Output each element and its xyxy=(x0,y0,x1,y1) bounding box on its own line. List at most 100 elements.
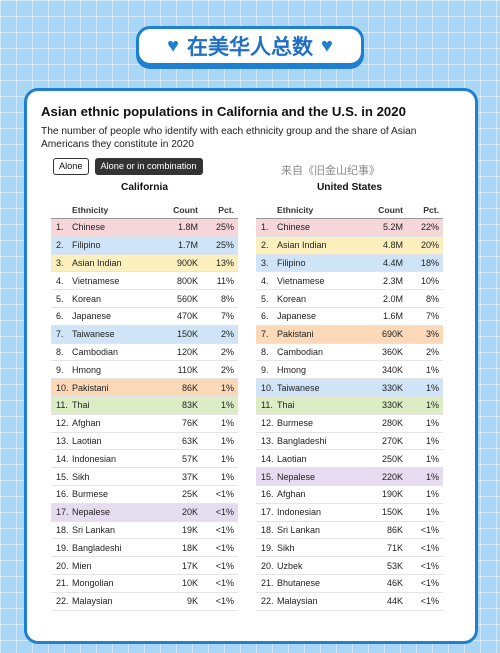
ethnicity-cell: Thai xyxy=(72,400,90,411)
pct-cell: 8% xyxy=(425,293,439,304)
rank-cell: 20. xyxy=(56,560,69,571)
pct-cell: 1% xyxy=(220,471,234,482)
pct-cell: 1% xyxy=(220,435,234,446)
rank-cell: 2. xyxy=(56,240,64,251)
table-row: 1. Chinese 1.8M 25% xyxy=(51,219,238,237)
count-cell: 900K xyxy=(176,257,198,268)
rank-cell: 5. xyxy=(56,293,64,304)
count-cell: 150K xyxy=(381,507,403,518)
count-cell: 4.8M xyxy=(382,240,403,251)
count-cell: 57K xyxy=(181,453,198,464)
rank-cell: 22. xyxy=(56,596,69,607)
pct-cell: 25% xyxy=(215,240,234,251)
table-row: 18. Sri Lankan 19K <1% xyxy=(51,522,238,540)
rank-cell: 8. xyxy=(261,346,269,357)
count-cell: 190K xyxy=(381,489,403,500)
ethnicity-cell: Thai xyxy=(277,400,295,411)
pct-cell: 1% xyxy=(425,435,439,446)
count-cell: 71K xyxy=(386,542,403,553)
count-cell: 53K xyxy=(386,560,403,571)
ethnicity-cell: Asian Indian xyxy=(72,257,122,268)
rank-cell: 21. xyxy=(56,578,69,589)
figure-title: Asian ethnic populations in California a… xyxy=(41,104,406,119)
count-cell: 150K xyxy=(176,329,198,340)
toggle-alone-or-combination-button[interactable]: Alone or in combination xyxy=(94,158,203,175)
us-rows: 1. Chinese 5.2M 22% 2. Asian Indian 4.8M 20% 3. F… xyxy=(256,219,443,611)
pct-cell: 8% xyxy=(220,293,234,304)
view-toggle-group: Alone Alone or in combination xyxy=(53,158,203,175)
pct-cell: 1% xyxy=(425,418,439,429)
table-row: 16. Afghan 190K 1% xyxy=(256,486,443,504)
table-row: 9. Hmong 340K 1% xyxy=(256,361,443,380)
pct-cell: 1% xyxy=(425,489,439,500)
count-cell: 250K xyxy=(381,453,403,464)
table-row: 12. Burmese 280K 1% xyxy=(256,415,443,433)
rank-cell: 6. xyxy=(261,311,269,322)
rank-cell: 15. xyxy=(261,471,274,482)
count-cell: 1.8M xyxy=(177,222,198,233)
table-row: 5. Korean 2.0M 8% xyxy=(256,290,443,308)
heart-icon: ♥ xyxy=(321,35,333,57)
rank-cell: 9. xyxy=(261,364,269,375)
pct-cell: <1% xyxy=(215,560,234,571)
pct-cell: 2% xyxy=(220,346,234,357)
rank-cell: 12. xyxy=(261,418,274,429)
pct-header: Pct. xyxy=(218,205,234,215)
ethnicity-cell: Bhutanese xyxy=(277,578,321,589)
ethnicity-cell: Indonesian xyxy=(277,507,322,518)
table-row: 6. Japanese 1.6M 7% xyxy=(256,308,443,326)
ethnicity-cell: Cambodian xyxy=(72,346,119,357)
table-row: 17. Indonesian 150K 1% xyxy=(256,504,443,522)
pct-cell: <1% xyxy=(215,596,234,607)
ethnicity-cell: Pakistani xyxy=(277,329,314,340)
pct-cell: <1% xyxy=(215,507,234,518)
count-cell: 800K xyxy=(176,275,198,286)
ethnicity-cell: Filipino xyxy=(277,257,306,268)
rank-cell: 19. xyxy=(261,542,274,553)
table-row: 19. Sikh 71K <1% xyxy=(256,539,443,558)
rank-cell: 16. xyxy=(56,489,69,500)
rank-cell: 22. xyxy=(261,596,274,607)
table-row: 5. Korean 560K 8% xyxy=(51,290,238,308)
table-row: 8. Cambodian 360K 2% xyxy=(256,344,443,362)
us-heading: United States xyxy=(316,182,383,193)
pct-cell: 22% xyxy=(420,222,439,233)
ethnicity-cell: Asian Indian xyxy=(277,240,327,251)
count-cell: 18K xyxy=(181,542,198,553)
pct-cell: <1% xyxy=(215,578,234,589)
pct-cell: <1% xyxy=(420,596,439,607)
pct-cell: 10% xyxy=(420,275,439,286)
rank-cell: 21. xyxy=(261,578,274,589)
pct-cell: 3% xyxy=(425,329,439,340)
count-cell: 560K xyxy=(176,293,198,304)
table-row: 3. Filipino 4.4M 18% xyxy=(256,254,443,273)
ethnicity-cell: Japanese xyxy=(72,311,112,322)
count-cell: 10K xyxy=(181,578,198,589)
table-row: 4. Vietnamese 2.3M 10% xyxy=(256,272,443,291)
count-cell: 120K xyxy=(176,346,198,357)
rank-cell: 12. xyxy=(56,418,69,429)
pct-cell: <1% xyxy=(420,524,439,535)
count-cell: 280K xyxy=(381,418,403,429)
rank-cell: 7. xyxy=(56,329,64,340)
rank-cell: 5. xyxy=(261,293,269,304)
table-row: 13. Bangladeshi 270K 1% xyxy=(256,433,443,451)
ethnicity-header: Ethnicity xyxy=(72,205,109,215)
table-row: 4. Vietnamese 800K 11% xyxy=(51,272,238,291)
ethnicity-cell: Malaysian xyxy=(72,596,113,607)
count-cell: 19K xyxy=(181,524,198,535)
rank-cell: 6. xyxy=(56,311,64,322)
pct-cell: 2% xyxy=(220,364,234,375)
pct-cell: 1% xyxy=(425,364,439,375)
count-cell: 86K xyxy=(181,382,198,393)
source-watermark: 来自《旧金山纪事》 xyxy=(281,165,380,177)
count-cell: 5.2M xyxy=(382,222,403,233)
table-row: 10. Pakistani 86K 1% xyxy=(51,379,238,397)
pct-cell: <1% xyxy=(215,542,234,553)
count-cell: 25K xyxy=(181,489,198,500)
pct-cell: 1% xyxy=(220,400,234,411)
table-row: 11. Thai 330K 1% xyxy=(256,396,443,415)
toggle-alone-button[interactable]: Alone xyxy=(53,158,89,175)
pct-cell: 1% xyxy=(220,418,234,429)
rank-cell: 9. xyxy=(56,364,64,375)
